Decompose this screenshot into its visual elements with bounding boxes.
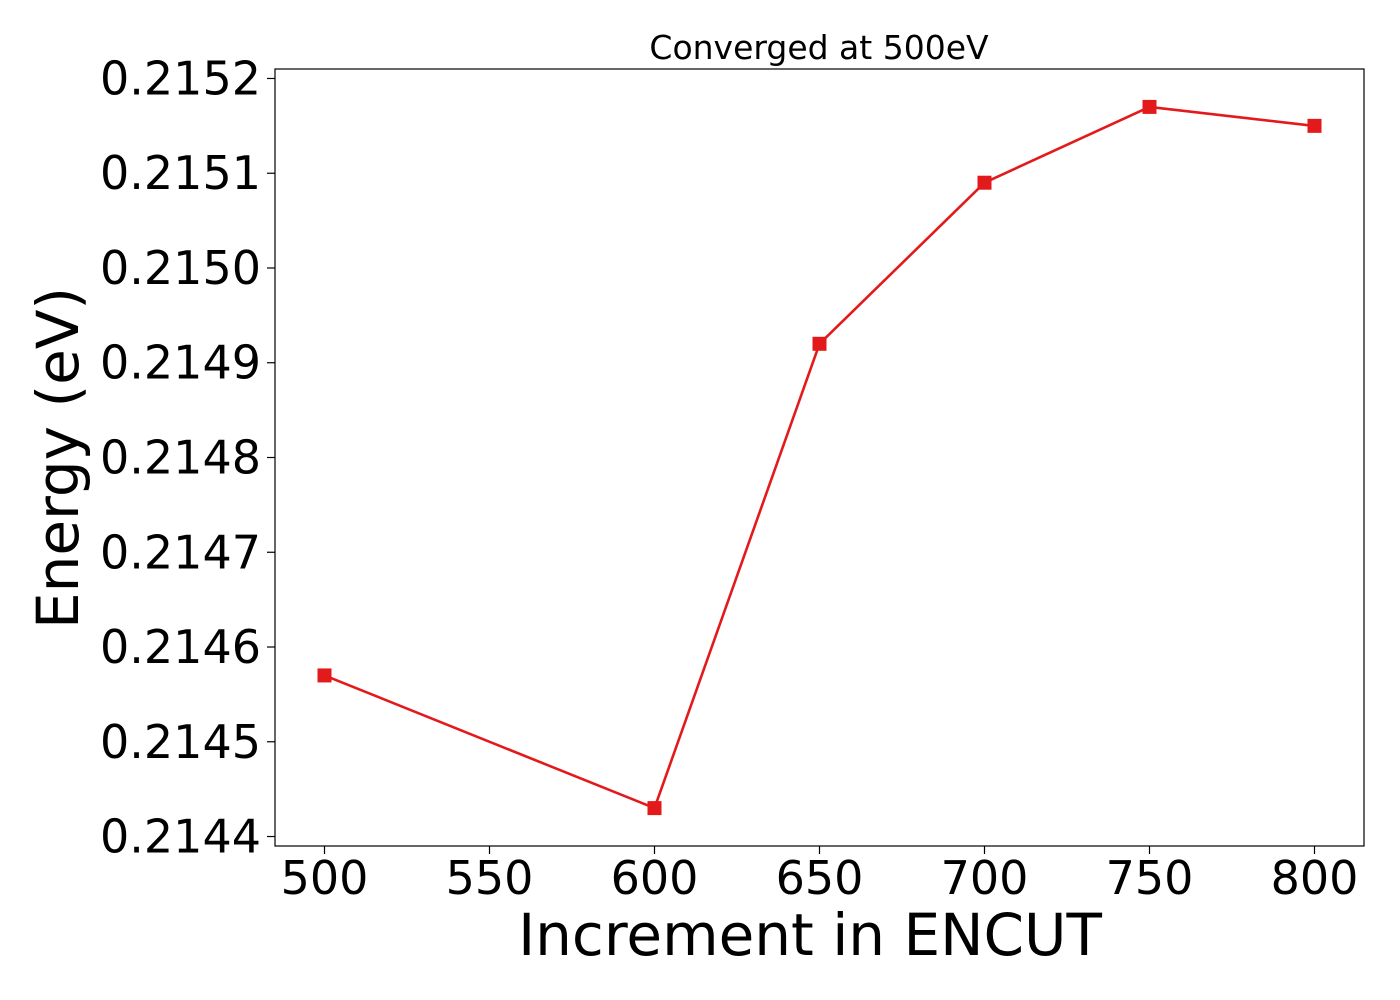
x-axis-title: Increment in ENCUT xyxy=(518,901,1102,969)
x-tick-label: 800 xyxy=(1271,851,1359,905)
plot-border xyxy=(274,68,1365,847)
series-layer xyxy=(317,99,1322,816)
y-tick-label: 0.2144 xyxy=(100,810,261,864)
x-tick-label: 500 xyxy=(281,851,369,905)
x-tick-label: 700 xyxy=(941,851,1029,905)
data-point-marker xyxy=(812,336,827,351)
y-axis: 0.2144 0.2145 0.2146 0.2147 0.2148 0.2149 0.21… xyxy=(100,51,275,864)
data-point-marker xyxy=(317,668,332,683)
x-tick-label: 600 xyxy=(611,851,699,905)
y-tick-label: 0.2149 xyxy=(100,336,261,390)
y-tick-label: 0.2148 xyxy=(100,431,261,485)
series-line xyxy=(324,105,1315,810)
y-tick-label: 0.2147 xyxy=(100,525,261,579)
x-tick-label: 750 xyxy=(1106,851,1194,905)
data-point-marker xyxy=(977,175,992,190)
y-tick-label: 0.2152 xyxy=(100,51,261,105)
plot-frame xyxy=(274,68,1365,847)
y-tick-label: 0.2145 xyxy=(100,715,261,769)
y-tick-label: 0.2151 xyxy=(100,146,261,200)
data-point-marker xyxy=(647,801,662,816)
x-tick-label: 650 xyxy=(776,851,864,905)
y-tick-label: 0.2150 xyxy=(100,241,261,295)
x-axis: 500 550 600 650 700 750 800 xyxy=(281,846,1359,905)
y-axis-title: Energy (eV) xyxy=(24,287,92,629)
x-tick-label: 550 xyxy=(446,851,534,905)
chart-title: Converged at 500eV xyxy=(649,28,989,67)
data-point-marker xyxy=(1307,118,1322,133)
y-tick-label: 0.2146 xyxy=(100,620,261,674)
data-point-marker xyxy=(1142,99,1157,114)
